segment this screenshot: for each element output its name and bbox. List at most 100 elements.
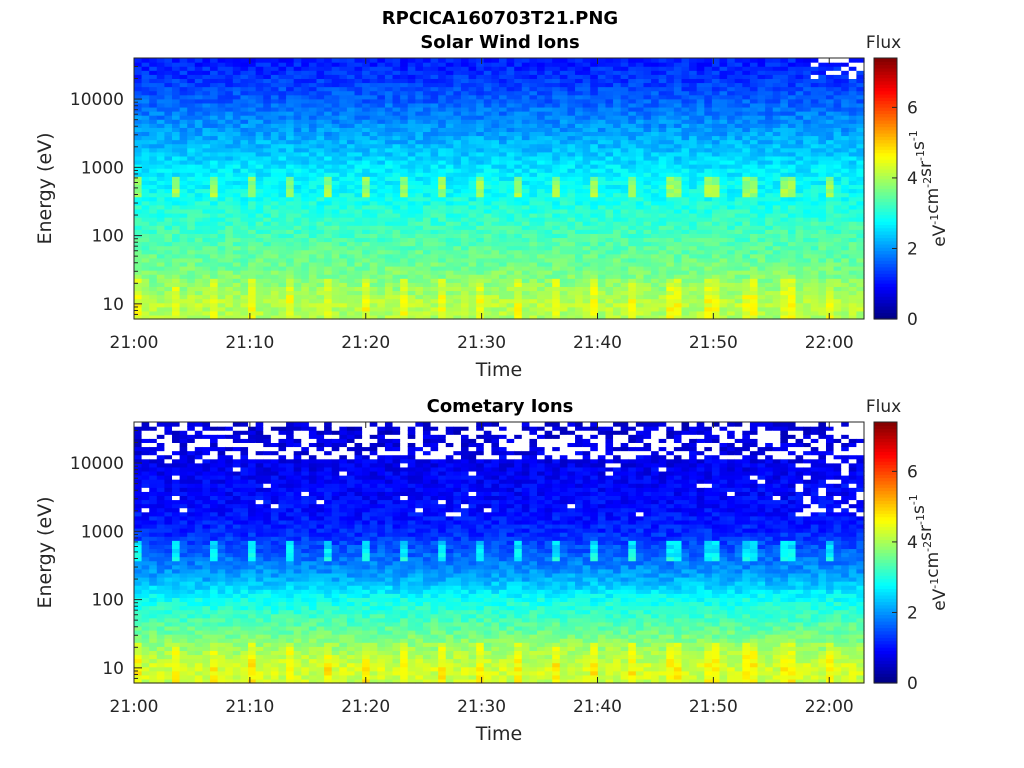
heatmap-cell bbox=[681, 265, 690, 271]
heatmap-cell bbox=[225, 245, 234, 251]
heatmap-cell bbox=[134, 62, 143, 67]
heatmap-cell bbox=[590, 257, 599, 263]
heatmap-cell bbox=[704, 310, 713, 316]
heatmap-cell bbox=[711, 106, 721, 112]
heatmap-cell bbox=[331, 278, 340, 283]
heatmap-cell bbox=[156, 70, 166, 75]
heatmap-cell bbox=[460, 139, 470, 145]
heatmap-cell bbox=[248, 70, 257, 75]
heatmap-cell bbox=[316, 294, 325, 300]
heatmap-cell bbox=[537, 270, 546, 275]
heatmap-cell bbox=[141, 286, 150, 292]
heatmap-cell bbox=[210, 196, 219, 202]
heatmap-cell bbox=[346, 135, 356, 141]
heatmap-cell bbox=[248, 270, 257, 275]
heatmap-cell bbox=[217, 290, 226, 296]
heatmap-cell bbox=[590, 306, 599, 312]
heatmap-cell bbox=[499, 111, 508, 116]
heatmap-cell bbox=[149, 245, 158, 251]
heatmap-cell bbox=[331, 270, 340, 275]
heatmap-cell bbox=[354, 257, 363, 263]
heatmap-cell bbox=[666, 257, 675, 263]
heatmap-cell bbox=[232, 253, 242, 259]
heatmap-cell bbox=[400, 66, 409, 71]
heatmap-cell bbox=[324, 98, 333, 104]
heatmap-cell bbox=[719, 106, 728, 112]
heatmap-cell bbox=[255, 155, 264, 161]
heatmap-cell bbox=[658, 90, 667, 96]
heatmap-cell bbox=[499, 229, 508, 234]
heatmap-cell bbox=[711, 229, 721, 234]
heatmap-cell bbox=[286, 78, 295, 84]
heatmap-cell bbox=[422, 147, 432, 153]
heatmap-cell bbox=[164, 196, 173, 202]
heatmap-cell bbox=[483, 176, 492, 181]
heatmap-cell bbox=[521, 151, 531, 157]
heatmap-cell bbox=[248, 229, 257, 234]
heatmap-cell bbox=[658, 290, 667, 296]
heatmap-cell bbox=[339, 257, 348, 263]
heatmap-cell bbox=[384, 151, 394, 157]
heatmap-cell bbox=[172, 58, 181, 63]
heatmap-cell bbox=[704, 233, 713, 239]
heatmap-cell bbox=[308, 172, 318, 177]
heatmap-cell bbox=[521, 294, 531, 300]
heatmap-cell bbox=[635, 282, 645, 287]
heatmap-cell bbox=[339, 233, 348, 239]
heatmap-cell bbox=[605, 237, 614, 243]
heatmap-cell bbox=[476, 58, 485, 63]
heatmap-cell bbox=[270, 155, 280, 161]
heatmap-cell bbox=[134, 257, 143, 263]
heatmap-cell bbox=[270, 245, 280, 251]
heatmap-cell bbox=[445, 151, 454, 157]
heatmap-cell bbox=[331, 151, 340, 157]
heatmap-cell bbox=[689, 217, 698, 222]
heatmap-cell bbox=[179, 286, 188, 292]
heatmap-cell bbox=[179, 257, 188, 263]
heatmap-cell bbox=[651, 233, 660, 239]
heatmap-cell bbox=[521, 298, 531, 304]
heatmap-cell bbox=[719, 278, 728, 283]
heatmap-cell bbox=[278, 94, 287, 100]
heatmap-cell bbox=[149, 196, 158, 202]
heatmap-cell bbox=[689, 168, 698, 173]
heatmap-cell bbox=[263, 135, 272, 141]
heatmap-cell bbox=[476, 106, 485, 112]
heatmap-cell bbox=[339, 180, 348, 186]
heatmap-cell bbox=[673, 106, 683, 112]
heatmap-cell bbox=[704, 86, 713, 92]
heatmap-cell bbox=[476, 172, 485, 177]
heatmap-cell bbox=[445, 58, 454, 63]
heatmap-cell bbox=[202, 172, 211, 177]
heatmap-cell bbox=[400, 200, 409, 206]
heatmap-cell bbox=[270, 102, 280, 108]
heatmap-cell bbox=[407, 310, 416, 316]
heatmap-cell bbox=[582, 290, 591, 296]
heatmap-cell bbox=[339, 286, 348, 292]
heatmap-cell bbox=[453, 98, 462, 104]
heatmap-cell bbox=[346, 184, 356, 190]
heatmap-cell bbox=[666, 278, 675, 283]
heatmap-cell bbox=[156, 82, 166, 88]
heatmap-cell bbox=[430, 159, 439, 165]
heatmap-cell bbox=[210, 139, 219, 145]
heatmap-cell bbox=[217, 111, 226, 116]
heatmap-cell bbox=[194, 302, 204, 308]
heatmap-cell bbox=[210, 261, 219, 267]
heatmap-cell bbox=[643, 143, 652, 149]
heatmap-cell bbox=[270, 90, 280, 96]
heatmap-cell bbox=[187, 270, 196, 275]
heatmap-cell bbox=[308, 274, 318, 279]
heatmap-cell bbox=[156, 225, 166, 230]
heatmap-cell bbox=[620, 229, 629, 234]
heatmap-cell bbox=[240, 94, 249, 100]
heatmap-cell bbox=[476, 192, 485, 198]
heatmap-cell bbox=[658, 139, 667, 145]
heatmap-cell bbox=[187, 102, 196, 108]
heatmap-cell bbox=[719, 290, 728, 296]
heatmap-cell bbox=[400, 233, 409, 239]
heatmap-cell bbox=[377, 94, 386, 100]
heatmap-cell bbox=[582, 314, 591, 320]
heatmap-cell bbox=[362, 123, 371, 128]
